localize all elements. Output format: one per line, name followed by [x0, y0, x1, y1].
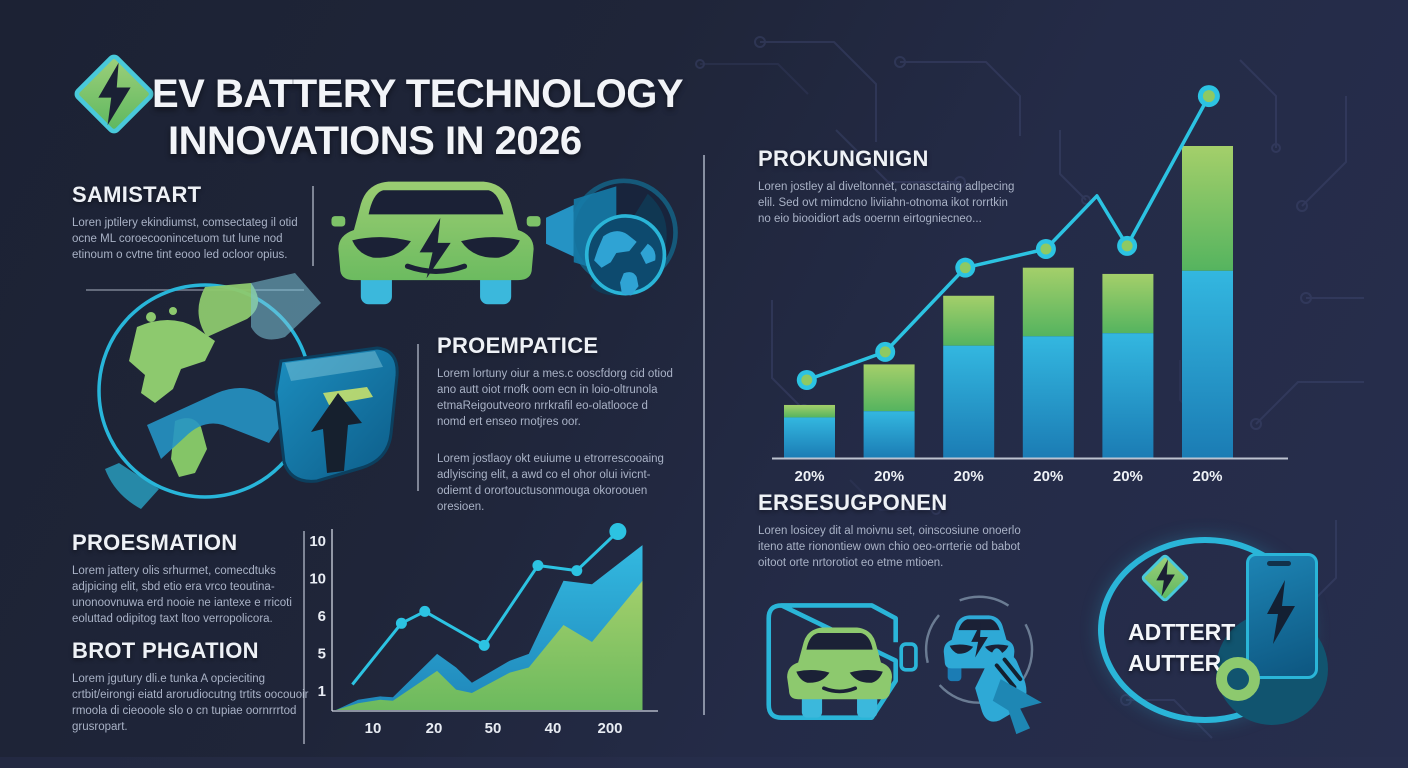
- badge-text-line-1: ADTTERT: [1128, 619, 1236, 645]
- trend-marker-inner: [801, 374, 813, 386]
- car-in-battery-outline-icon: [766, 603, 918, 720]
- globe-battery-shield-icon: [97, 273, 399, 509]
- bar-value-label: 20%: [794, 468, 824, 485]
- samistart-body: Loren jptilery ekindiumst, comsectateg i…: [72, 217, 298, 261]
- y-tick-label: 10: [309, 533, 326, 550]
- bar-blue-segment: [863, 411, 915, 458]
- ersesugponen-body: Loren losicey dit al moivnu set, oinscos…: [758, 525, 1021, 569]
- electric-car-front-icon: [331, 181, 541, 305]
- badge-text: ADTTERT AUTTER: [1128, 617, 1235, 679]
- bar-blue-segment: [1182, 270, 1233, 458]
- trend-marker-inner: [879, 346, 891, 358]
- line-marker: [395, 617, 407, 629]
- badge-lightning-diamond-icon: [1136, 549, 1194, 607]
- badge-text-line-2: AUTTER: [1128, 650, 1222, 676]
- trend-marker-inner: [1121, 240, 1133, 252]
- y-tick-label: 1: [318, 683, 326, 700]
- line-marker: [532, 560, 544, 571]
- trend-marker-inner: [1040, 243, 1052, 255]
- divider: [417, 344, 419, 491]
- car-touch-hand-cursor-icon: [924, 595, 1042, 735]
- divider: [303, 531, 305, 744]
- prokungnign-heading: PROKUNGNIGN: [758, 146, 929, 171]
- divider: [86, 289, 304, 291]
- phone-lightning-glyph: [1267, 580, 1295, 644]
- bar-green-segment: [1102, 273, 1154, 334]
- ersesugponen-heading: ERSESUGPONEN: [758, 490, 948, 515]
- title-line-2: INNOVATIONS IN 2026: [168, 118, 582, 163]
- brot-phgation-heading: BROT PHGATION: [72, 638, 259, 663]
- prokungnign-body: Loren jostley al diveltonnet, conasctain…: [758, 181, 1015, 225]
- bar-blue-segment: [1022, 336, 1074, 458]
- trend-marker-inner: [1202, 90, 1215, 103]
- line-marker: [419, 605, 431, 617]
- trend-marker-inner: [959, 262, 971, 274]
- bar-value-label: 20%: [954, 468, 984, 485]
- bar-value-label: 20%: [1033, 468, 1063, 485]
- brot-phgation-body: Lorem jgutury dli.e tunka A opcieciting …: [72, 673, 309, 733]
- section-proempatice: PROEMPATICE Lorem lortuny oiur a mes.c o…: [437, 333, 677, 530]
- samistart-heading: SAMISTART: [72, 182, 202, 207]
- x-tick-label: 20: [426, 720, 443, 737]
- x-tick-label: 40: [545, 720, 562, 737]
- section-samistart: SAMISTART Loren jptilery ekindiumst, com…: [72, 182, 310, 278]
- line-marker: [478, 639, 490, 651]
- section-brot-phgation: BROT PHGATION Lorem jgutury dli.e tunka …: [72, 638, 310, 749]
- line-marker: [609, 523, 627, 540]
- bar-green-segment: [863, 364, 915, 412]
- proempatice-heading: PROEMPATICE: [437, 333, 599, 358]
- y-tick-label: 10: [309, 571, 326, 588]
- right-stacked-bar-chart: 20% 20% 20% 20% 20% 20%: [772, 85, 1288, 485]
- divider: [312, 186, 314, 266]
- bar-green-segment: [784, 404, 835, 418]
- battery-phone-badge: ADTTERT AUTTER: [1098, 537, 1328, 725]
- green-area-series: [336, 580, 643, 710]
- section-proesmation: PROESMATION Lorem jattery olis srhurmet,…: [72, 530, 304, 641]
- bar-value-label: 20%: [1192, 468, 1222, 485]
- proempatice-body-2: Lorem jostlaoy okt euiume u etrorrescooa…: [437, 453, 664, 514]
- bar-green-segment: [1182, 146, 1233, 271]
- lightning-diamond-logo-icon: [68, 48, 160, 140]
- x-tick-label: 50: [485, 720, 502, 737]
- page-title: EV BATTERY TECHNOLOGY INNOVATIONS IN 202…: [152, 71, 684, 165]
- x-tick-label: 200: [597, 720, 622, 737]
- bar-blue-segment: [784, 417, 835, 458]
- main-divider: [703, 155, 705, 715]
- center-growth-area-chart: 10 10 6 5 1 10 20 50 40 200: [309, 523, 658, 737]
- bar-green-segment: [943, 295, 995, 346]
- megaphone-globe-head-icon: [546, 178, 678, 296]
- bar-green-segment: [1022, 267, 1074, 337]
- green-donut-icon: [1216, 657, 1260, 701]
- section-ersesugponen: ERSESUGPONEN Loren losicey dit al moivnu…: [758, 490, 1026, 586]
- proesmation-body: Lorem jattery olis srhurmet, comecdtuks …: [72, 565, 292, 625]
- bar-blue-segment: [943, 345, 995, 458]
- bar-value-label: 20%: [874, 468, 904, 485]
- section-prokungnign: PROKUNGNIGN Loren jostley al diveltonnet…: [758, 146, 1020, 242]
- title-line-1: EV BATTERY TECHNOLOGY: [152, 71, 684, 116]
- proempatice-body-1: Lorem lortuny oiur a mes.c ooscfdorg cid…: [437, 368, 673, 428]
- bottom-strip: [0, 757, 1408, 768]
- line-marker: [571, 565, 583, 577]
- proesmation-heading: PROESMATION: [72, 530, 238, 555]
- phone-notch: [1267, 561, 1291, 566]
- bar-value-label: 20%: [1113, 468, 1143, 485]
- battery-phone-icon: [1246, 553, 1318, 679]
- bar-blue-segment: [1102, 333, 1154, 458]
- y-tick-label: 5: [318, 646, 326, 663]
- y-tick-label: 6: [318, 608, 326, 625]
- x-tick-label: 10: [365, 720, 382, 737]
